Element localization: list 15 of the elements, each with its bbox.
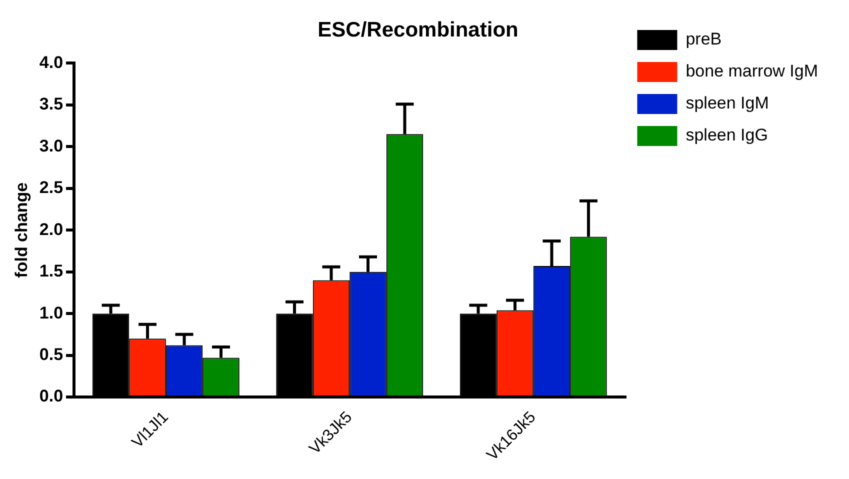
legend-label: preB	[686, 30, 722, 49]
y-tick-label: 0.5	[39, 344, 64, 364]
y-tick-label: 3.5	[39, 94, 64, 114]
y-tick-label: 4.0	[39, 52, 64, 72]
y-tick-label: 2.0	[39, 220, 64, 239]
y-tick-label: 1.0	[39, 303, 64, 322]
y-tick-label: 2.5	[39, 178, 64, 198]
y-tick-label: 0.0	[39, 386, 64, 406]
legend-label: spleen IgM	[686, 94, 769, 113]
y-axis-title: fold change	[12, 182, 31, 278]
chart-title: ESC/Recombination	[318, 18, 518, 42]
legend-label: spleen IgG	[686, 126, 768, 145]
y-tick-label: 1.5	[39, 262, 64, 281]
y-tick-label: 3.0	[39, 136, 64, 156]
legend-label: bone marrow IgM	[686, 62, 818, 81]
